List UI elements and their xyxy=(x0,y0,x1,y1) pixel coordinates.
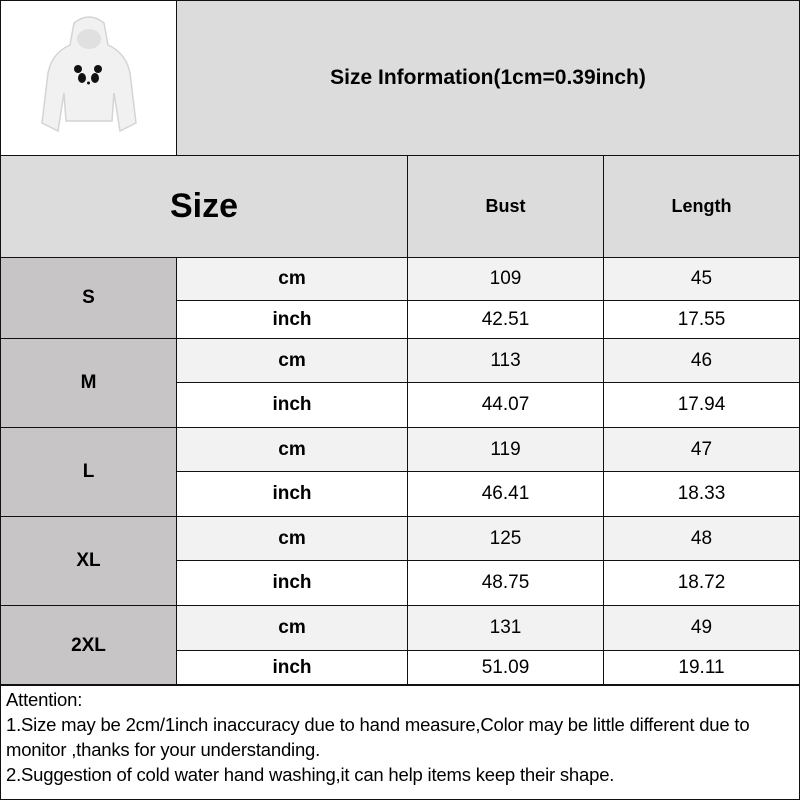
page-title: Size Information(1cm=0.39inch) xyxy=(176,0,800,156)
bust-value: 42.51 xyxy=(407,300,604,339)
unit-cell: inch xyxy=(176,650,408,686)
bust-value: 119 xyxy=(407,427,604,472)
length-value: 48 xyxy=(603,516,800,561)
length-header: Length xyxy=(603,155,800,258)
length-value: 47 xyxy=(603,427,800,472)
length-value: 45 xyxy=(603,257,800,301)
bust-value: 46.41 xyxy=(407,471,604,517)
size-label: M xyxy=(0,338,177,428)
length-value: 46 xyxy=(603,338,800,383)
unit-cell: cm xyxy=(176,516,408,561)
length-value: 49 xyxy=(603,605,800,651)
bust-value: 131 xyxy=(407,605,604,651)
bust-value: 125 xyxy=(407,516,604,561)
bust-value: 51.09 xyxy=(407,650,604,686)
attention-heading: Attention: xyxy=(6,689,83,710)
bust-value: 113 xyxy=(407,338,604,383)
unit-cell: inch xyxy=(176,471,408,517)
unit-cell: cm xyxy=(176,338,408,383)
bust-value: 44.07 xyxy=(407,382,604,428)
length-value: 18.33 xyxy=(603,471,800,517)
hoodie-image xyxy=(40,16,137,133)
bust-value: 48.75 xyxy=(407,560,604,606)
attention-note: Attention: 1.Size may be 2cm/1inch inacc… xyxy=(0,684,800,800)
size-label: S xyxy=(0,257,177,339)
attention-line: 2.Suggestion of cold water hand washing,… xyxy=(6,764,615,785)
size-header: Size xyxy=(0,155,408,258)
unit-cell: cm xyxy=(176,427,408,472)
size-label: 2XL xyxy=(0,605,177,686)
unit-cell: inch xyxy=(176,560,408,606)
length-value: 17.94 xyxy=(603,382,800,428)
bust-value: 109 xyxy=(407,257,604,301)
unit-cell: inch xyxy=(176,382,408,428)
unit-cell: inch xyxy=(176,300,408,339)
size-label: XL xyxy=(0,516,177,606)
length-value: 17.55 xyxy=(603,300,800,339)
unit-cell: cm xyxy=(176,257,408,301)
unit-cell: cm xyxy=(176,605,408,651)
size-label: L xyxy=(0,427,177,517)
length-value: 18.72 xyxy=(603,560,800,606)
product-image-cell xyxy=(0,0,177,156)
attention-line: 1.Size may be 2cm/1inch inaccuracy due t… xyxy=(6,714,750,760)
length-value: 19.11 xyxy=(603,650,800,686)
bust-header: Bust xyxy=(407,155,604,258)
